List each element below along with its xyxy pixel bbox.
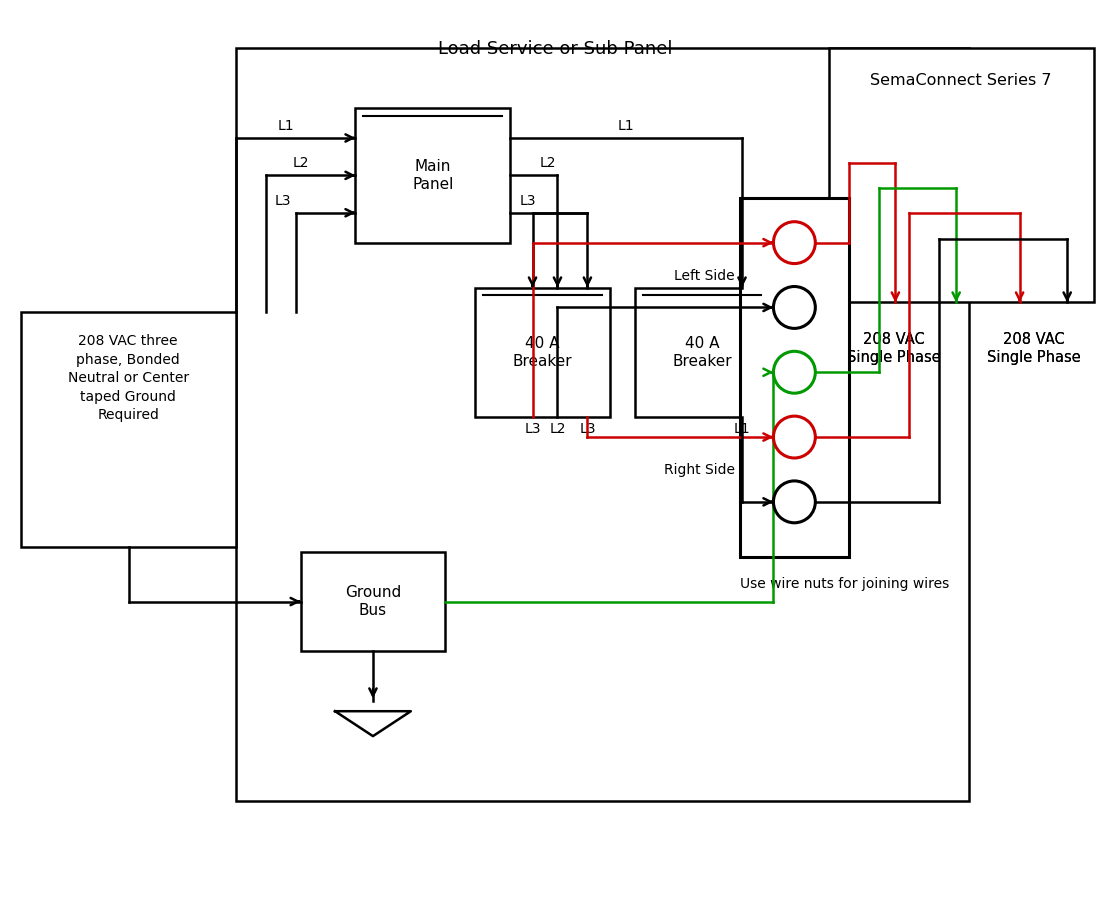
Bar — [475, 288, 609, 417]
Bar — [355, 108, 510, 243]
Bar — [829, 48, 1093, 302]
Text: L1: L1 — [734, 422, 750, 436]
Text: L2: L2 — [549, 422, 565, 436]
Text: L3: L3 — [274, 194, 290, 208]
Text: L3: L3 — [520, 194, 537, 208]
Bar — [235, 48, 969, 801]
Text: L1: L1 — [618, 119, 635, 133]
Text: 208 VAC three
phase, Bonded
Neutral or Center
taped Ground
Required: 208 VAC three phase, Bonded Neutral or C… — [67, 335, 188, 422]
Bar — [300, 551, 446, 651]
Text: Load Service or Sub Panel: Load Service or Sub Panel — [438, 40, 672, 58]
Text: L2: L2 — [540, 156, 557, 171]
Text: 208 VAC
Single Phase: 208 VAC Single Phase — [987, 332, 1080, 365]
Text: 208 VAC
Single Phase: 208 VAC Single Phase — [847, 332, 940, 365]
Text: L3: L3 — [580, 422, 596, 436]
Text: 40 A
Breaker: 40 A Breaker — [513, 336, 572, 368]
Text: Use wire nuts for joining wires: Use wire nuts for joining wires — [739, 577, 949, 590]
Text: Right Side: Right Side — [663, 463, 735, 477]
Text: Ground
Bus: Ground Bus — [344, 585, 402, 618]
Text: 40 A
Breaker: 40 A Breaker — [672, 336, 732, 368]
Text: SemaConnect Series 7: SemaConnect Series 7 — [870, 73, 1052, 88]
Text: Main
Panel: Main Panel — [412, 159, 453, 191]
Text: L2: L2 — [293, 156, 309, 171]
Text: 208 VAC
Single Phase: 208 VAC Single Phase — [987, 332, 1080, 365]
Bar — [21, 312, 235, 547]
Text: 208 VAC
Single Phase: 208 VAC Single Phase — [847, 332, 940, 365]
Bar — [739, 198, 849, 557]
Text: L3: L3 — [525, 422, 541, 436]
Text: L1: L1 — [277, 119, 294, 133]
Text: Left Side: Left Side — [674, 268, 735, 283]
Bar — [635, 288, 769, 417]
